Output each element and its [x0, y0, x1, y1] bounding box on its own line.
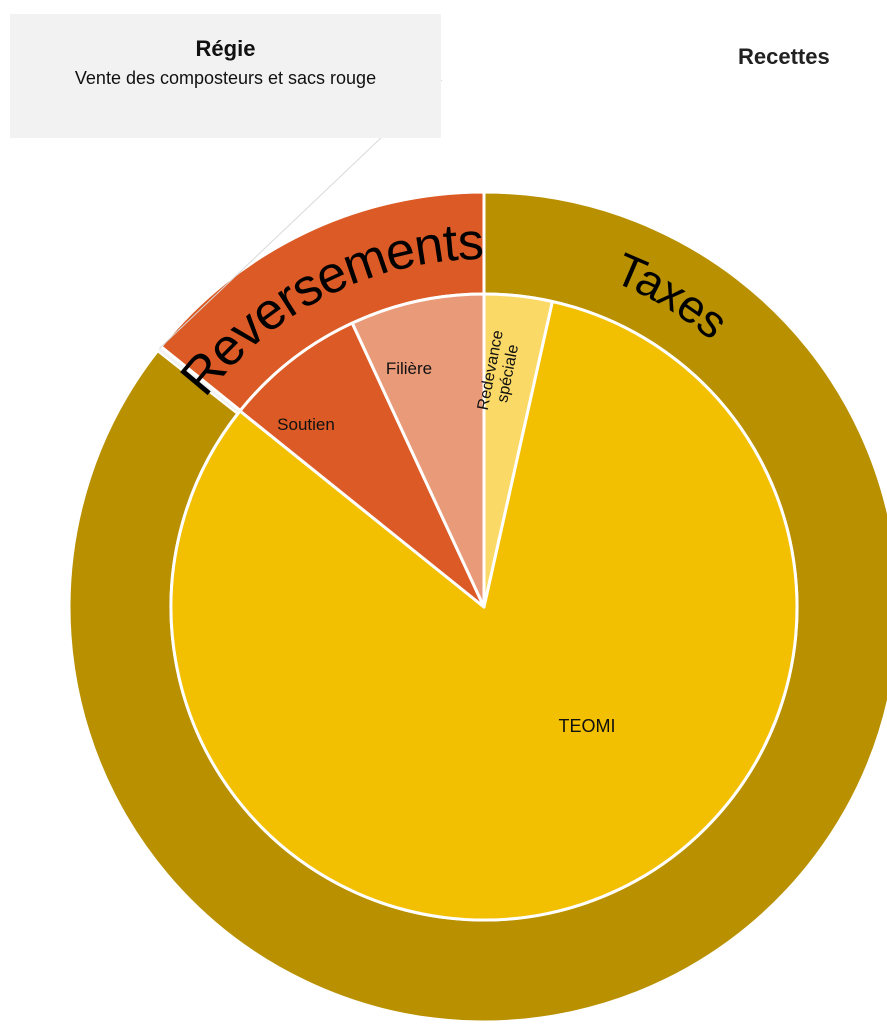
chart-title: Recettes: [738, 44, 830, 69]
regie-callout: Régie Vente des composteurs et sacs roug…: [10, 14, 441, 138]
callout-description: Vente des composteurs et sacs rouge: [74, 68, 377, 88]
inner-label-soutien: Soutien: [277, 415, 335, 434]
inner-label-filiere: Filière: [386, 359, 432, 378]
inner-slice-filiere: [350, 292, 486, 609]
callout-title: Régie: [195, 36, 256, 61]
inner-slice-teomi: [169, 300, 799, 922]
inner-label-teomi: TEOMI: [559, 716, 616, 736]
inner-slice-soutien: [238, 321, 486, 609]
